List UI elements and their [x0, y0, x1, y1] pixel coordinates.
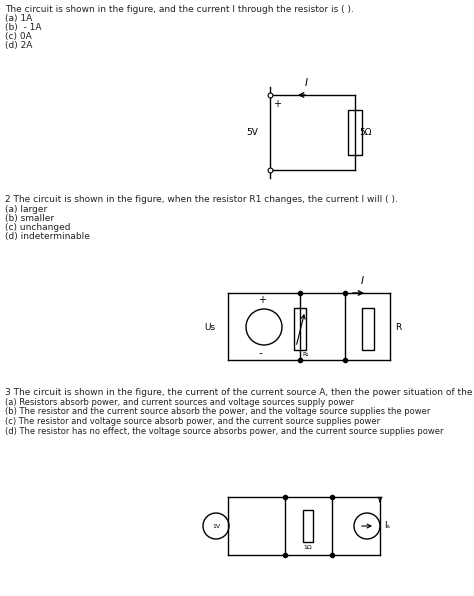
Text: 2 The circuit is shown in the figure, when the resistor R1 changes, the current : 2 The circuit is shown in the figure, wh…	[5, 195, 398, 204]
Text: (c) 0A: (c) 0A	[5, 32, 32, 41]
Text: 3 The circuit is shown in the figure, the current of the current source A, then : 3 The circuit is shown in the figure, th…	[5, 388, 474, 397]
Text: (a) 1A: (a) 1A	[5, 14, 32, 23]
Bar	[294, 308, 306, 350]
Text: R₁: R₁	[302, 352, 309, 357]
Text: I: I	[361, 276, 364, 286]
Text: I: I	[304, 78, 308, 88]
Text: +: +	[258, 295, 266, 305]
Bar	[348, 110, 362, 155]
Bar	[303, 510, 313, 542]
Text: -: -	[258, 348, 262, 358]
Text: (c) unchanged: (c) unchanged	[5, 223, 71, 232]
Text: (a) Resistors absorb power, and current sources and voltage sources supply power: (a) Resistors absorb power, and current …	[5, 398, 354, 407]
Text: 1V: 1V	[212, 523, 220, 529]
Text: (b) smaller: (b) smaller	[5, 214, 54, 223]
Text: +: +	[273, 99, 281, 109]
Text: (b)  - 1A: (b) - 1A	[5, 23, 42, 32]
Text: 1Ω: 1Ω	[304, 545, 312, 550]
Text: 5Ω: 5Ω	[359, 128, 372, 137]
Text: (d) 2A: (d) 2A	[5, 41, 32, 50]
Text: R: R	[395, 322, 401, 331]
Text: Iₛ: Iₛ	[384, 522, 390, 530]
Bar	[362, 308, 374, 350]
Text: (a) larger: (a) larger	[5, 205, 47, 214]
Text: (b) The resistor and the current source absorb the power, and the voltage source: (b) The resistor and the current source …	[5, 408, 430, 417]
Text: (d) indeterminable: (d) indeterminable	[5, 232, 90, 241]
Text: 5V: 5V	[246, 128, 258, 137]
Text: Us: Us	[204, 322, 215, 331]
Text: (d) The resistor has no effect, the voltage source absorbs power, and the curren: (d) The resistor has no effect, the volt…	[5, 427, 444, 436]
Text: The circuit is shown in the figure, and the current I through the resistor is ( : The circuit is shown in the figure, and …	[5, 5, 354, 14]
Text: (c) The resistor and voltage source absorb power, and the current source supplie: (c) The resistor and voltage source abso…	[5, 417, 380, 426]
